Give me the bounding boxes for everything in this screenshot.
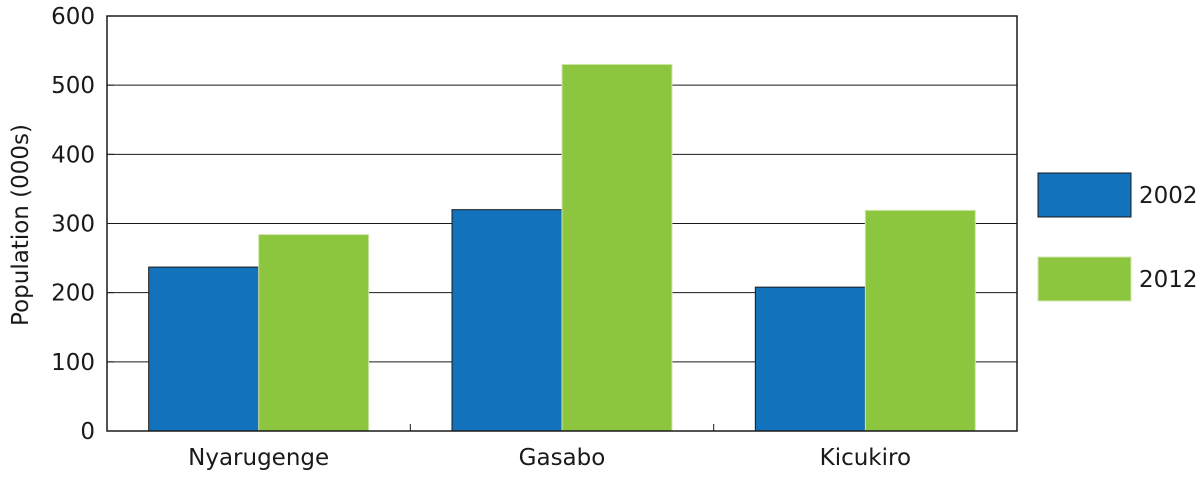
y-axis-title: Population (000s) [8,124,34,326]
y-tick-label: 300 [51,212,95,238]
x-tick-label: Gasabo [519,445,606,471]
bar-2012-kicukiro [864,209,976,432]
bar-2002-gasabo [451,209,563,432]
legend-label-2012: 2012 [1139,267,1198,293]
legend-swatch-2012 [1037,256,1132,302]
bar-2002-kicukiro [754,286,866,432]
axes [106,15,1018,432]
tick-labels: 0 100 200 300 400 500 600 Nyarugenge Gasabo Kicuk… [51,4,911,471]
y-tick-label: 400 [51,142,95,168]
bars [148,63,976,432]
legend: 2002 2012 [1037,172,1198,302]
legend-label-2002: 2002 [1139,183,1198,209]
y-tick-label: 100 [51,350,95,376]
y-tick-label: 200 [51,281,95,307]
bar-2002-nyarugenge [148,266,260,432]
bar-2012-gasabo [561,63,673,432]
x-tick-label: Kicukiro [820,445,911,471]
bar-2012-nyarugenge [258,234,370,432]
plot-frame [106,15,1018,432]
y-tick-label: 500 [51,73,95,99]
legend-swatch-2002 [1037,172,1132,218]
x-tick-label: Nyarugenge [188,445,329,471]
y-tick-label: 600 [51,4,95,30]
y-tick-label: 0 [80,419,95,445]
